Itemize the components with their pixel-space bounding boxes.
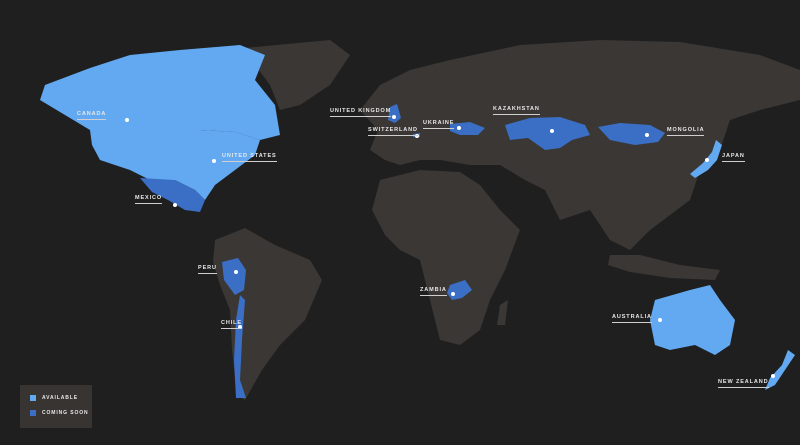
- eurasia: [360, 40, 800, 250]
- marker-japan[interactable]: [705, 158, 709, 162]
- region-ukraine: [450, 122, 485, 135]
- region-peru: [222, 258, 246, 295]
- greenland: [245, 40, 350, 110]
- region-australia: [650, 285, 735, 355]
- region-united-states: [90, 130, 260, 200]
- legend-item-available: AVAILABLE: [30, 395, 78, 401]
- marker-peru[interactable]: [234, 270, 238, 274]
- marker-ukraine[interactable]: [457, 126, 461, 130]
- legend-available-label: AVAILABLE: [42, 395, 78, 401]
- label-zambia: ZAMBIA: [420, 287, 447, 296]
- label-switzerland: SWITZERLAND: [368, 127, 418, 136]
- madagascar: [497, 300, 508, 325]
- region-canada: [40, 45, 280, 140]
- label-ukraine: UKRAINE: [423, 120, 455, 129]
- region-japan: [690, 140, 722, 178]
- marker-kazakhstan[interactable]: [550, 129, 554, 133]
- marker-switzerland[interactable]: [415, 134, 419, 138]
- label-united-kingdom: UNITED KINGDOM: [330, 108, 392, 117]
- marker-australia[interactable]: [658, 318, 662, 322]
- region-united-kingdom: [388, 104, 401, 123]
- marker-united-states[interactable]: [212, 159, 216, 163]
- marker-zambia[interactable]: [451, 292, 455, 296]
- legend-coming-soon-label: COMING SOON: [42, 410, 89, 416]
- region-kazakhstan: [505, 117, 590, 150]
- label-chile: CHILE: [221, 320, 242, 329]
- marker-canada[interactable]: [125, 118, 129, 122]
- region-chile: [234, 295, 246, 398]
- africa: [372, 170, 520, 345]
- region-new-zealand: [765, 350, 795, 390]
- marker-mexico[interactable]: [173, 203, 177, 207]
- legend-item-coming-soon: COMING SOON: [30, 410, 89, 416]
- region-mongolia: [598, 123, 665, 145]
- marker-new-zealand[interactable]: [771, 374, 775, 378]
- legend: AVAILABLE COMING SOON: [20, 385, 92, 428]
- marker-mongolia[interactable]: [645, 133, 649, 137]
- coming-soon-regions: [140, 104, 665, 398]
- available-regions: [40, 45, 795, 390]
- label-united-states: UNITED STATES: [222, 153, 277, 162]
- marker-chile[interactable]: [238, 325, 242, 329]
- label-mexico: MEXICO: [135, 195, 163, 204]
- region-mexico: [140, 178, 205, 212]
- label-mongolia: MONGOLIA: [667, 127, 705, 136]
- label-japan: JAPAN: [722, 153, 745, 162]
- label-new-zealand: NEW ZEALAND: [718, 379, 769, 388]
- coming-soon-swatch: [30, 410, 36, 416]
- available-swatch: [30, 395, 36, 401]
- south-america: [213, 228, 322, 400]
- indonesia: [608, 255, 720, 280]
- label-canada: CANADA: [77, 111, 107, 120]
- label-australia: AUSTRALIA: [612, 314, 652, 323]
- label-peru: PERU: [198, 265, 217, 274]
- marker-united-kingdom[interactable]: [392, 115, 396, 119]
- label-kazakhstan: KAZAKHSTAN: [493, 106, 540, 115]
